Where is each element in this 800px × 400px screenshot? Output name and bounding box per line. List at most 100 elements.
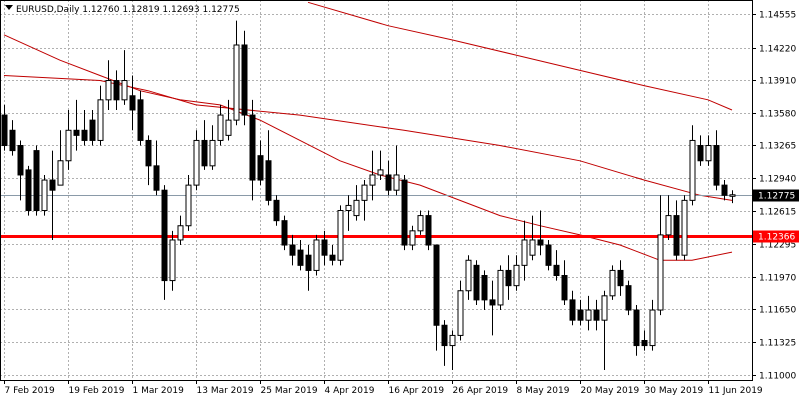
- candle-body: [241, 44, 248, 116]
- x-tick-label: 8 May 2019: [517, 386, 570, 396]
- candle-body: [529, 239, 536, 256]
- x-tick-label: 30 May 2019: [645, 386, 704, 396]
- y-tick-label: 1.11650: [759, 306, 796, 316]
- candle-body: [25, 169, 32, 212]
- candle-body: [233, 44, 240, 121]
- y-tick-label: 1.11000: [759, 372, 796, 382]
- moving-average: [307, 1, 733, 111]
- candle-body: [641, 339, 648, 347]
- candle-body: [473, 264, 480, 301]
- candle-body: [417, 215, 424, 232]
- candle-body: [265, 160, 272, 201]
- title-icon: [5, 5, 13, 10]
- price-tag-label: 1.12775: [758, 192, 795, 202]
- candle-body: [249, 114, 256, 181]
- candle-body: [609, 269, 616, 297]
- candle-body: [593, 309, 600, 321]
- candle-body: [113, 80, 120, 101]
- candle-body: [9, 129, 16, 152]
- x-tick-label: 19 Feb 2019: [69, 386, 125, 396]
- candle-body: [689, 139, 696, 201]
- candle-body: [65, 129, 72, 162]
- candle-body: [465, 259, 472, 292]
- candle-body: [137, 99, 144, 141]
- x-tick-label: 11 Jun 2019: [709, 386, 763, 396]
- y-tick-label: 1.12940: [759, 175, 796, 185]
- price-tag: [753, 230, 799, 243]
- candle-body: [105, 80, 112, 101]
- candle-body: [633, 309, 640, 347]
- candle-body: [329, 254, 336, 261]
- candle-body: [545, 244, 552, 266]
- candle-body: [313, 239, 320, 271]
- chart-title: EURUSD,Daily 1.12760 1.12819 1.12693 1.1…: [16, 5, 240, 15]
- candle-body: [385, 174, 392, 191]
- candle-body: [289, 244, 296, 256]
- x-tick-label: 1 Mar 2019: [133, 386, 185, 396]
- candle-body: [561, 275, 568, 301]
- candle-body: [449, 334, 456, 347]
- candle-body: [625, 285, 632, 311]
- candle-body: [281, 220, 288, 246]
- candle-body: [345, 204, 352, 212]
- x-tick-label: 4 Apr 2019: [325, 386, 375, 396]
- x-tick-label: 25 Mar 2019: [261, 386, 318, 396]
- candle-body: [409, 230, 416, 246]
- candle-body: [697, 145, 704, 162]
- x-tick-label: 16 Apr 2019: [389, 386, 445, 396]
- candle-body: [49, 179, 56, 191]
- candle-body: [681, 199, 688, 256]
- candle-body: [505, 269, 512, 287]
- candle-body: [305, 254, 312, 271]
- candle-body: [321, 239, 328, 256]
- candle-body: [97, 99, 104, 141]
- candle-body: [569, 299, 576, 321]
- plot-frame: [0, 0, 753, 381]
- candle-body: [209, 139, 216, 167]
- candle-body: [537, 239, 544, 246]
- candle-body: [553, 264, 560, 277]
- candle-body: [185, 184, 192, 227]
- candle-body: [201, 139, 208, 167]
- price-tag: [753, 189, 799, 202]
- y-tick-label: 1.13265: [759, 142, 796, 152]
- candle-body: [433, 244, 440, 326]
- candle-body: [729, 194, 736, 197]
- candle-body: [377, 169, 384, 176]
- candle-body: [425, 215, 432, 246]
- candle-body: [441, 324, 448, 347]
- candle-body: [721, 184, 728, 196]
- candle-body: [73, 129, 80, 136]
- x-tick-label: 20 May 2019: [581, 386, 640, 396]
- candle-body: [177, 225, 184, 241]
- price-tag-label: 1.12366: [758, 233, 795, 243]
- y-tick-label: 1.13580: [759, 110, 796, 120]
- candle-body: [705, 145, 712, 162]
- y-tick-label: 1.12615: [759, 208, 796, 218]
- candle-body: [57, 160, 64, 186]
- candle-body: [665, 215, 672, 236]
- candle-body: [217, 114, 224, 141]
- y-tick-label: 1.14220: [759, 45, 796, 55]
- candle-body: [121, 80, 128, 101]
- x-tick-label: 7 Feb 2019: [5, 386, 56, 396]
- candle-body: [369, 174, 376, 186]
- candle-body: [577, 309, 584, 321]
- candle-body: [457, 290, 464, 336]
- candle-body: [257, 155, 264, 181]
- candle-body: [161, 189, 168, 282]
- candle-body: [41, 179, 48, 212]
- y-tick-label: 1.14555: [759, 11, 796, 21]
- candle-body: [649, 309, 656, 347]
- candle-body: [1, 114, 8, 147]
- candle-body: [713, 145, 720, 186]
- candle-body: [169, 239, 176, 282]
- y-tick-label: 1.11970: [759, 274, 796, 284]
- candle-body: [585, 309, 592, 321]
- candle-body: [337, 210, 344, 261]
- x-tick-label: 26 Apr 2019: [453, 386, 509, 396]
- candle-body: [673, 215, 680, 256]
- candle-body: [489, 299, 496, 306]
